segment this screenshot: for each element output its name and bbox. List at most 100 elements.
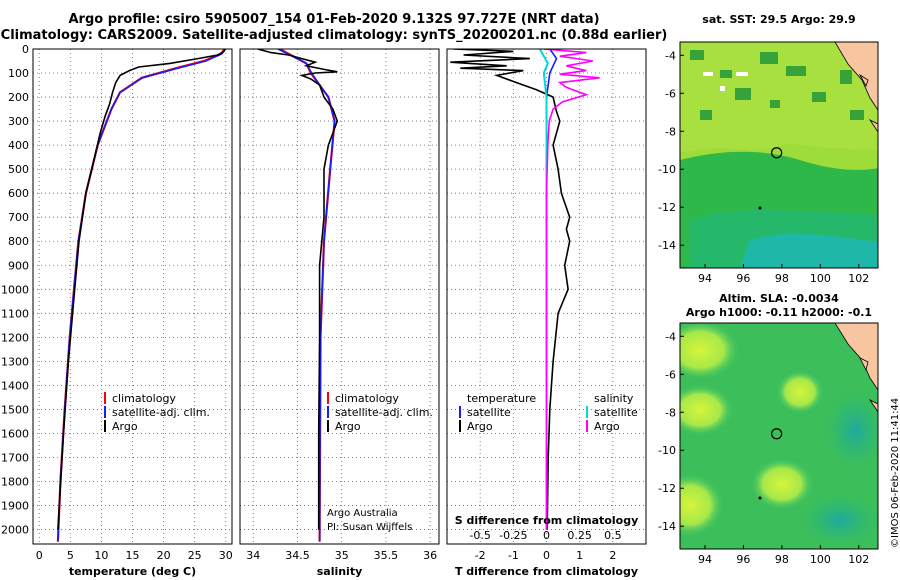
x2-tick-label: 0: [543, 529, 550, 542]
legend-swatch-climatology: [327, 392, 329, 404]
difference-legend: temperature satellite Argo salinity sate…: [459, 392, 638, 433]
map-y-tick-label: -10: [658, 163, 676, 176]
legend-swatch-argo: [327, 420, 329, 432]
x-tick-label: 36: [423, 549, 437, 562]
sst-north-zone: [680, 42, 878, 152]
map-y-tick-label: -12: [658, 482, 676, 495]
y-tick-label: 200: [8, 91, 29, 104]
sla-blob: [800, 494, 878, 546]
map-y-tick-label: -8: [665, 406, 676, 419]
y-tick-label: 700: [8, 211, 29, 224]
map-x-tick-label: 102: [848, 553, 869, 566]
map-x-tick-label: 102: [848, 272, 869, 285]
sla-land-sumatra: [834, 323, 878, 391]
legend-swatch-argo: [104, 420, 106, 432]
sla-map-subtitle: Argo h1000: -0.11 h2000: -0.1: [685, 306, 873, 319]
x-tick-label: 35.5: [374, 549, 399, 562]
y-tick-label: 1300: [1, 355, 29, 368]
y-tick-label: 1700: [1, 451, 29, 464]
x2-tick-label: -0.25: [499, 529, 527, 542]
map-y-tick-label: -6: [665, 368, 676, 381]
x-tick-label: 15: [126, 549, 140, 562]
sla-cocos-island: [758, 496, 762, 500]
y-tick-label: 1400: [1, 379, 29, 392]
map-x-tick-label: 98: [775, 272, 789, 285]
difference-plot: [447, 49, 646, 544]
x2-tick-label: -0.5: [469, 529, 490, 542]
pi-name: PI: Susan Wijffels: [327, 522, 412, 533]
y-tick-label: 0: [22, 43, 29, 56]
x-axis-label: salinity: [317, 565, 363, 578]
legend-swatch-climatology: [104, 392, 106, 404]
plot-frame: [239, 48, 440, 545]
sst-map-title: sat. SST: 29.5 Argo: 29.9: [702, 13, 856, 26]
x-tick-label: 35: [335, 549, 349, 562]
x2-axis-label: S difference from climatology: [455, 514, 639, 527]
sla-blob: [680, 473, 724, 537]
sst-land-coast: [868, 118, 878, 133]
x-tick-label: 0: [543, 549, 550, 562]
map-x-tick-label: 100: [810, 553, 831, 566]
legend-label-argo: Argo: [335, 420, 361, 433]
map-x-tick-label: 94: [698, 553, 712, 566]
series-line-satellite-adj-clim-: [57, 49, 226, 542]
legend-label-climatology: climatology: [112, 392, 176, 405]
series-line-s-argo: [543, 49, 600, 530]
temperature-plot: [33, 49, 232, 544]
legend-title-temperature: temperature: [467, 392, 536, 405]
map-x-tick-label: 96: [736, 553, 750, 566]
x2-tick-label: 0.5: [604, 529, 622, 542]
map-axes: 94 96 98 100 102 -4 -6 -8 -10 -12 -14 94 96 98 100 102 -…: [658, 41, 879, 566]
y-tick-label: 1100: [1, 307, 29, 320]
y-tick-label: 1200: [1, 331, 29, 344]
y-tick-label: 1900: [1, 500, 29, 513]
sst-white-spots: [703, 72, 748, 91]
x-tick-label: -1: [508, 549, 519, 562]
map-y-tick-label: -4: [665, 49, 676, 62]
salinity-plot: [240, 49, 439, 544]
x-tick-label: 10: [94, 549, 108, 562]
map-x-tick-label: 98: [775, 553, 789, 566]
x-tick-label: 0: [36, 549, 43, 562]
legend-title-salinity: salinity: [594, 392, 634, 405]
map-x-tick-label: 96: [736, 272, 750, 285]
y-tick-label: 1500: [1, 403, 29, 416]
plot-frame: [32, 48, 233, 545]
sla-blob: [680, 384, 734, 436]
x-tick-label: 25: [188, 549, 202, 562]
page-subtitle: Climatology: CARS2009. Satellite-adjuste…: [0, 28, 668, 43]
argo-float-marker: [771, 428, 783, 440]
map-frame: [679, 41, 879, 269]
sst-north-patches: [690, 50, 864, 120]
plot-frame: [446, 48, 647, 545]
sla-blob: [680, 323, 740, 380]
x2-tick-label: 0.25: [567, 529, 592, 542]
legend-label-t-argo: Argo: [467, 420, 493, 433]
argo-float-marker: [771, 147, 783, 159]
sla-blob: [776, 370, 824, 414]
legend-label-s-satellite: satellite: [594, 406, 638, 419]
legend-swatch-s-satellite: [586, 406, 588, 418]
sla-land-coast: [868, 398, 878, 413]
sla-blob: [825, 390, 878, 470]
map-x-tick-label: 94: [698, 272, 712, 285]
x-axis-label: T difference from climatology: [455, 565, 638, 578]
x-tick-label: 5: [67, 549, 74, 562]
legend-label-t-satellite: satellite: [467, 406, 511, 419]
sst-land-sumatra: [834, 42, 878, 111]
map-y-tick-label: -8: [665, 125, 676, 138]
y-tick-label: 2000: [1, 524, 29, 537]
y-tick-label: 900: [8, 259, 29, 272]
series-line-argo: [257, 49, 339, 530]
y-tick-label: 300: [8, 115, 29, 128]
legend-label-s-argo: Argo: [594, 420, 620, 433]
legend-swatch-t-satellite: [459, 406, 461, 418]
temperature-legend: climatology satellite-adj. clim. Argo: [104, 392, 210, 433]
map-y-tick-label: -14: [658, 520, 676, 533]
map-x-tick-label: 100: [810, 272, 831, 285]
x-tick-label: 30: [219, 549, 233, 562]
sla-blob: [750, 458, 814, 510]
sst-teal-patch: [740, 233, 878, 268]
x-tick-label: 34: [246, 549, 260, 562]
